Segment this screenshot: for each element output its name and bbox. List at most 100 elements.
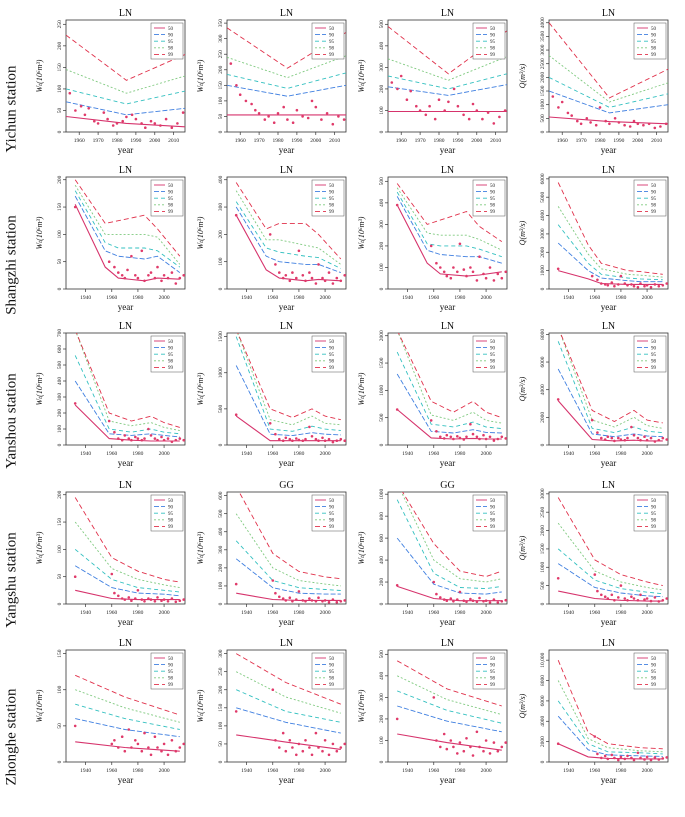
data-point xyxy=(462,438,466,441)
chart-title: LN xyxy=(441,165,454,176)
quantile-line-98 xyxy=(400,492,502,583)
data-point xyxy=(281,439,285,442)
data-point xyxy=(396,87,399,91)
plot-area xyxy=(556,660,668,762)
chart-panel: LN Q(m³/s) year 1940 1960 1980 2000 0 2000 4000 60… xyxy=(518,638,669,785)
x-tick-label: 1980 xyxy=(132,295,143,301)
data-point xyxy=(170,126,174,129)
x-tick-label: 2010 xyxy=(490,138,501,144)
quantile-line-99 xyxy=(396,183,503,242)
data-point xyxy=(107,419,111,423)
x-axis-label: year xyxy=(279,617,295,627)
x-tick-label: 1940 xyxy=(563,451,574,457)
data-point xyxy=(504,437,507,440)
legend-label: 90 xyxy=(168,190,174,195)
data-point xyxy=(628,125,632,128)
y-axis-label: Wₜ(10⁶m³) xyxy=(357,216,366,249)
data-point xyxy=(314,600,318,603)
legend-label: 98 xyxy=(651,204,657,209)
data-point xyxy=(134,435,137,439)
legend-label: 99 xyxy=(651,525,657,530)
data-point xyxy=(623,597,627,600)
data-point xyxy=(504,598,507,602)
quantile-line-90 xyxy=(66,101,185,116)
data-point xyxy=(449,597,453,600)
y-axis-label: Wₜ(10⁶m³) xyxy=(196,216,205,249)
data-point xyxy=(445,599,449,602)
legend-label: 98 xyxy=(168,519,174,524)
data-point xyxy=(301,274,305,277)
y-tick-label: 50 xyxy=(57,107,63,113)
x-tick-label: 1980 xyxy=(132,451,143,457)
legend-label: 95 xyxy=(651,197,657,202)
legend-label: 50 xyxy=(651,340,657,345)
data-point xyxy=(551,95,555,98)
data-point xyxy=(301,439,305,442)
legend-label: 98 xyxy=(490,360,496,365)
data-point xyxy=(123,276,127,280)
data-point xyxy=(608,122,611,126)
chart-title: LN xyxy=(602,480,615,491)
data-point xyxy=(617,283,620,286)
x-axis-label: year xyxy=(118,145,134,155)
legend-label: 99 xyxy=(490,210,496,215)
data-point xyxy=(295,276,298,280)
y-tick-label: 0 xyxy=(218,287,224,290)
plot-area xyxy=(234,492,346,604)
quantile-line-95 xyxy=(549,76,668,108)
quantile-line-90 xyxy=(227,84,346,97)
data-point xyxy=(102,111,106,114)
chart-title: LN xyxy=(441,8,454,19)
y-tick-label: 150 xyxy=(57,203,63,212)
legend-label: 90 xyxy=(329,190,335,195)
data-point xyxy=(127,728,131,731)
data-point xyxy=(465,737,468,740)
x-tick-label: 1960 xyxy=(428,295,439,301)
x-tick-label: 1940 xyxy=(241,451,252,457)
data-point xyxy=(594,123,598,127)
data-point xyxy=(317,746,320,749)
y-axis-label: Wₜ(10⁶m³) xyxy=(35,59,44,92)
legend-label: 98 xyxy=(651,360,657,365)
y-tick-label: 100 xyxy=(218,582,224,591)
x-tick-label: 1960 xyxy=(589,768,600,774)
y-tick-label: 200 xyxy=(218,230,224,239)
data-point xyxy=(626,599,629,602)
data-point xyxy=(295,108,299,112)
data-point xyxy=(306,116,310,120)
data-point xyxy=(284,274,288,277)
data-point xyxy=(87,107,90,110)
legend-label: 99 xyxy=(168,53,174,58)
y-tick-label: 200 xyxy=(379,85,385,94)
quantile-line-90 xyxy=(74,380,180,438)
y-tick-label: 0 xyxy=(379,602,385,605)
data-point xyxy=(442,270,446,274)
data-point xyxy=(649,436,653,440)
x-tick-label: 1960 xyxy=(589,451,600,457)
data-point xyxy=(452,87,456,91)
quantile-line-98 xyxy=(74,184,181,265)
data-point xyxy=(174,600,178,604)
data-point xyxy=(342,118,346,121)
y-tick-label: 400 xyxy=(218,175,224,184)
legend-label: 50 xyxy=(168,657,174,662)
data-point xyxy=(162,742,166,746)
data-point xyxy=(272,121,276,124)
data-point xyxy=(606,435,610,438)
data-point xyxy=(317,263,320,266)
legend-label: 95 xyxy=(490,40,496,45)
x-tick-label: 1940 xyxy=(80,451,91,457)
data-point xyxy=(632,119,636,123)
y-axis-label: Q(m³/s) xyxy=(518,535,527,560)
y-tick-label: 0 xyxy=(218,760,224,763)
legend-label: 50 xyxy=(490,184,496,189)
data-point xyxy=(478,596,481,600)
data-point xyxy=(606,284,610,287)
x-tick-label: 1980 xyxy=(615,610,626,616)
data-point xyxy=(278,437,281,441)
data-point xyxy=(610,436,614,440)
x-tick-label: 1960 xyxy=(106,768,117,774)
y-tick-label: 300 xyxy=(379,63,385,71)
x-axis-label: year xyxy=(440,775,456,785)
legend-label: 90 xyxy=(490,190,496,195)
